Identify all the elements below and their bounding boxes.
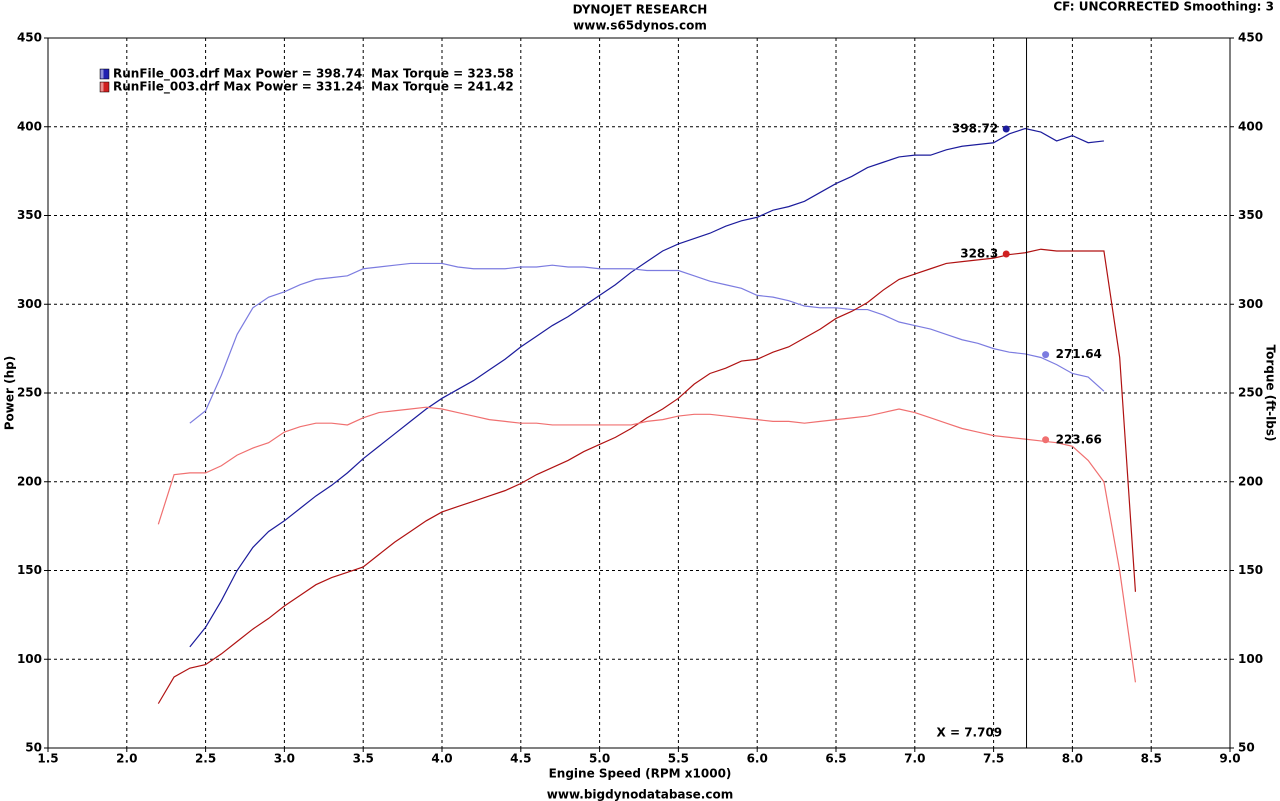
x-tick-label: 2.5 xyxy=(195,752,216,766)
y2-tick-label: 200 xyxy=(1238,474,1263,488)
legend-power: RunFile_003.drf Max Power = 398.74 xyxy=(113,67,362,82)
annotation-label: 223.66 xyxy=(1056,432,1102,446)
chart-subtitle: www.s65dynos.com xyxy=(573,19,707,33)
series-line xyxy=(157,406,1137,683)
y2-tick-label: 350 xyxy=(1238,208,1263,222)
y-axis-label: Power (hp) xyxy=(3,356,17,430)
series-line xyxy=(189,262,1105,424)
y2-tick-label: 450 xyxy=(1238,31,1263,45)
x-axis-label: Engine Speed (RPM x1000) xyxy=(549,767,732,781)
x-tick-label: 8.5 xyxy=(1141,752,1162,766)
plot-frame xyxy=(47,37,1231,749)
x-tick-label: 6.0 xyxy=(747,752,768,766)
x-tick-label: 4.5 xyxy=(510,752,531,766)
x-tick-label: 3.0 xyxy=(274,752,295,766)
y-tick-label: 250 xyxy=(17,386,42,400)
legend-swatch-shine xyxy=(100,82,104,92)
chart-title: DYNOJET RESEARCH xyxy=(573,3,708,17)
y2-tick-label: 250 xyxy=(1238,386,1263,400)
y2-tick-label: 50 xyxy=(1238,741,1255,755)
y2-tick-label: 100 xyxy=(1238,652,1263,666)
legend-swatch-shine xyxy=(100,69,104,79)
x-tick-label: 3.5 xyxy=(353,752,374,766)
annotation-label: 398.72 xyxy=(952,122,998,136)
y-tick-label: 300 xyxy=(17,297,42,311)
y2-tick-label: 300 xyxy=(1238,297,1263,311)
x-tick-label: 8.0 xyxy=(1062,752,1083,766)
cursor-label: X = 7.709 xyxy=(937,726,1003,740)
x-tick-label: 2.0 xyxy=(116,752,137,766)
series-line xyxy=(157,248,1137,704)
legend-swatch xyxy=(99,68,110,80)
legend-swatch xyxy=(99,81,110,93)
annotation-marker xyxy=(1002,250,1010,258)
annotation-label: 271.64 xyxy=(1056,347,1102,361)
footer: www.bigdynodatabase.com xyxy=(547,788,733,801)
x-tick-label: 7.0 xyxy=(904,752,925,766)
x-tick-label: 5.5 xyxy=(668,752,689,766)
y-tick-label: 150 xyxy=(17,563,42,577)
series-line xyxy=(189,127,1104,648)
y-tick-label: 200 xyxy=(17,474,42,488)
x-tick-label: 4.0 xyxy=(431,752,452,766)
legend-torque: Max Torque = 323.58 xyxy=(371,67,514,81)
legend-power: RunFile_003.drf Max Power = 331.24 xyxy=(113,80,362,95)
annotation-marker xyxy=(1042,436,1050,444)
x-tick-label: 1.5 xyxy=(37,752,58,766)
y-tick-label: 450 xyxy=(17,31,42,45)
corner-note: CF: UNCORRECTED Smoothing: 3 xyxy=(1053,0,1274,14)
legend-torque: Max Torque = 241.42 xyxy=(371,80,514,94)
x-tick-label: 6.5 xyxy=(825,752,846,766)
x-tick-label: 9.0 xyxy=(1219,752,1240,766)
y-tick-label: 400 xyxy=(17,119,42,133)
x-tick-label: 7.5 xyxy=(983,752,1004,766)
annotation-marker xyxy=(1042,351,1050,359)
y2-tick-label: 150 xyxy=(1238,563,1263,577)
y-tick-label: 350 xyxy=(17,208,42,222)
annotation-marker xyxy=(1002,125,1010,133)
y-tick-label: 100 xyxy=(17,652,42,666)
y2-tick-label: 400 xyxy=(1238,119,1263,133)
annotation-label: 328.3 xyxy=(960,247,998,261)
y-tick-label: 50 xyxy=(25,741,42,755)
x-tick-label: 5.0 xyxy=(589,752,610,766)
y2-axis-label: Torque (ft-lbs) xyxy=(1264,345,1278,442)
